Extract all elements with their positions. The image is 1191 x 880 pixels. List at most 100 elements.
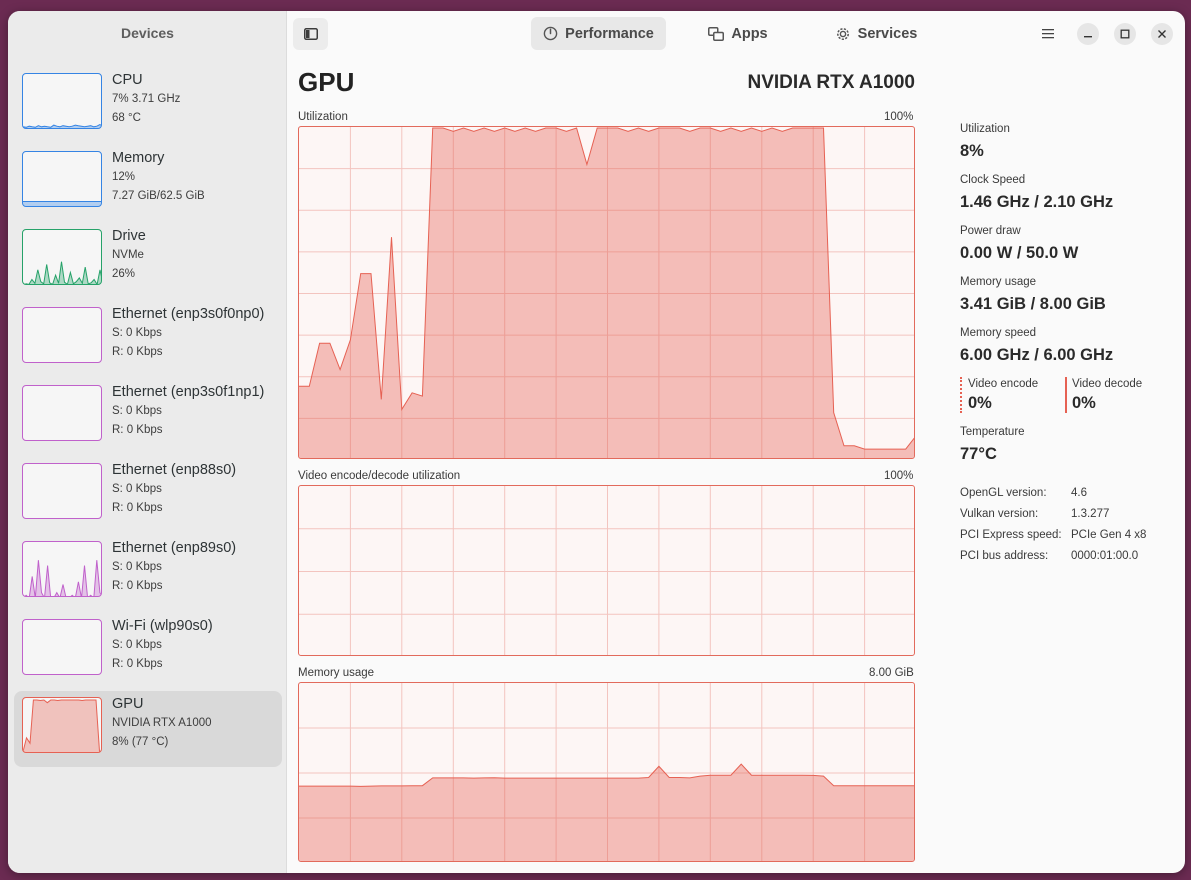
info-key: PCI bus address: [960, 550, 1049, 562]
stat-label: Memory usage [960, 276, 1037, 288]
device-name: CPU [112, 72, 143, 88]
maximize-button[interactable] [1114, 23, 1136, 45]
stat-label: Temperature [960, 426, 1025, 438]
info-value: 4.6 [1071, 487, 1087, 499]
device-detail: R: 0 Kbps [112, 424, 163, 436]
device-name: Ethernet (enp89s0) [112, 540, 237, 556]
devices-sidebar: Devices CPU 7% 3.71 GHz 68 °C Memory 12%… [8, 11, 287, 873]
gpu-thumbnail-graph [22, 697, 102, 753]
device-detail: R: 0 Kbps [112, 346, 163, 358]
thumb-area [25, 560, 101, 596]
tab-label: Apps [731, 25, 768, 42]
tab-performance[interactable]: Performance [531, 17, 666, 50]
device-detail: R: 0 Kbps [112, 658, 163, 670]
info-value: 1.3.277 [1071, 508, 1110, 520]
thumb-line [23, 124, 101, 128]
device-item-ethernet-enp89s0[interactable]: Ethernet (enp89s0) S: 0 Kbps R: 0 Kbps [14, 535, 282, 611]
stat-value: 0.00 W / 50.0 W [960, 244, 1079, 262]
device-item-wifi[interactable]: Wi-Fi (wlp90s0) S: 0 Kbps R: 0 Kbps [14, 613, 282, 689]
info-key: Vulkan version: [960, 508, 1039, 520]
stat-value: 8% [960, 142, 984, 160]
stat-label: Video decode [1072, 378, 1143, 390]
info-value: PCIe Gen 4 x8 [1071, 529, 1147, 541]
drive-thumbnail-graph [22, 229, 102, 285]
minimize-button[interactable] [1077, 23, 1099, 45]
sidebar-title: Devices [121, 25, 174, 41]
utilization-graph [298, 126, 915, 459]
device-item-ethernet-enp3s0f0[interactable]: Ethernet (enp3s0f0np0) S: 0 Kbps R: 0 Kb… [14, 301, 282, 377]
device-detail: R: 0 Kbps [112, 502, 163, 514]
thumb-area [23, 201, 101, 206]
ethernet-thumbnail-graph [22, 385, 102, 441]
memory-usage-graph [298, 682, 915, 862]
device-detail: 7% 3.71 GHz [112, 93, 181, 105]
tab-apps[interactable]: Apps [698, 17, 778, 50]
device-name: Ethernet (enp3s0f0np0) [112, 306, 265, 322]
maximize-icon [1120, 29, 1130, 39]
info-key: PCI Express speed: [960, 529, 1062, 541]
tab-label: Services [857, 25, 918, 42]
stat-value: 77°C [960, 445, 997, 463]
app-window: Devices CPU 7% 3.71 GHz 68 °C Memory 12%… [8, 11, 1185, 873]
device-detail: NVIDIA RTX A1000 [112, 717, 212, 729]
sidebar-show-icon [303, 28, 318, 40]
stat-label: Power draw [960, 225, 1021, 237]
close-icon [1158, 30, 1166, 38]
sidebar-toggle-button[interactable] [293, 18, 328, 50]
series-line [299, 763, 914, 787]
wifi-thumbnail-graph [22, 619, 102, 675]
hamburger-icon [1042, 28, 1054, 38]
info-value: 0000:01:00.0 [1071, 550, 1139, 562]
device-name: Drive [112, 228, 146, 244]
device-detail: 8% (77 °C) [112, 736, 169, 748]
device-item-memory[interactable]: Memory 12% 7.27 GiB/62.5 GiB [14, 145, 282, 221]
thumb-line [24, 560, 101, 596]
device-item-ethernet-enp88s0[interactable]: Ethernet (enp88s0) S: 0 Kbps R: 0 Kbps [14, 457, 282, 533]
speedometer-icon [543, 26, 558, 41]
series-line [299, 127, 914, 450]
device-detail: S: 0 Kbps [112, 405, 162, 417]
series-area [299, 764, 914, 861]
memory-thumbnail-graph [22, 151, 102, 207]
graph-label: Utilization [298, 111, 348, 123]
device-detail: 7.27 GiB/62.5 GiB [112, 190, 205, 202]
thumb-line [24, 261, 101, 284]
graph-max-label: 100% [884, 470, 914, 482]
graph-label: Memory usage [298, 667, 375, 679]
info-key: OpenGL version: [960, 487, 1047, 499]
cpu-thumbnail-graph [22, 73, 102, 129]
ethernet-thumbnail-graph [22, 307, 102, 363]
device-item-drive[interactable]: Drive NVMe 26% [14, 223, 282, 299]
minimize-icon [1084, 36, 1092, 38]
device-name: Memory [112, 150, 165, 166]
stat-label: Clock Speed [960, 174, 1026, 186]
video-encode-indicator [960, 377, 962, 413]
device-item-ethernet-enp3s0f1[interactable]: Ethernet (enp3s0f1np1) S: 0 Kbps R: 0 Kb… [14, 379, 282, 455]
stat-value: 6.00 GHz / 6.00 GHz [960, 346, 1114, 364]
video-decode-indicator [1065, 377, 1067, 413]
main-menu-button[interactable] [1038, 23, 1058, 43]
stat-label: Video encode [968, 378, 1039, 390]
tab-label: Performance [565, 25, 654, 42]
ethernet-thumbnail-graph [22, 463, 102, 519]
ethernet-thumbnail-graph [22, 541, 102, 597]
device-detail: S: 0 Kbps [112, 639, 162, 651]
device-detail: S: 0 Kbps [112, 561, 162, 573]
device-detail: NVMe [112, 249, 144, 261]
video-encode-decode-graph [298, 485, 915, 656]
gear-icon [836, 27, 849, 40]
device-detail: 26% [112, 268, 136, 280]
close-button[interactable] [1151, 23, 1173, 45]
device-item-cpu[interactable]: CPU 7% 3.71 GHz 68 °C [14, 67, 282, 143]
stat-value: 0% [1072, 394, 1096, 412]
device-detail: R: 0 Kbps [112, 580, 163, 592]
device-item-gpu[interactable]: GPU NVIDIA RTX A1000 8% (77 °C) [14, 691, 282, 767]
device-name: Ethernet (enp3s0f1np1) [112, 384, 265, 400]
graph-max-label: 8.00 GiB [869, 667, 914, 679]
stat-label: Utilization [960, 123, 1010, 135]
tab-services[interactable]: Services [826, 17, 926, 50]
device-detail: S: 0 Kbps [112, 483, 162, 495]
graph-label: Video encode/decode utilization [298, 470, 461, 482]
graph-max-label: 100% [884, 111, 914, 123]
thumb-area [23, 700, 101, 752]
